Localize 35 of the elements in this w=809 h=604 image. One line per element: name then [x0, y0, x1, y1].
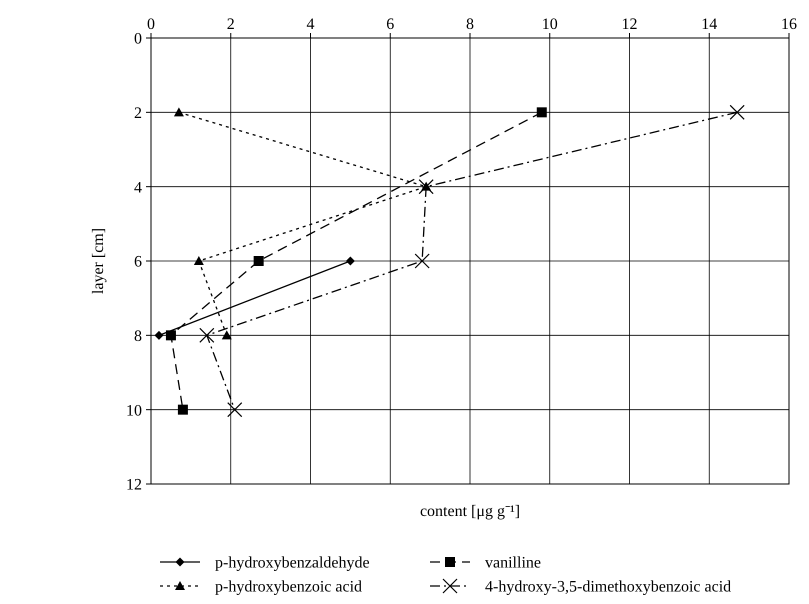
- point: [194, 256, 204, 265]
- point: [254, 256, 264, 266]
- y-tick-label: 0: [134, 30, 142, 48]
- y-tick-label: 6: [134, 254, 142, 271]
- point: [536, 107, 547, 118]
- x-tick-label: 0: [147, 16, 155, 33]
- point: [154, 330, 164, 340]
- point: [222, 330, 232, 340]
- y-tick-label: 4: [134, 179, 142, 196]
- x-tick-label: 14: [701, 16, 718, 33]
- point: [227, 402, 242, 418]
- legend-label: p-hydroxybenzaldehyde: [215, 554, 370, 572]
- x-tick-label: 10: [542, 16, 558, 33]
- x-tick-label: 6: [386, 16, 394, 33]
- legend-label: p-hydroxybenzoic acid: [215, 578, 362, 596]
- y-tick-label: 8: [134, 328, 142, 345]
- point: [346, 256, 355, 266]
- legend-label: vanilline: [485, 554, 541, 572]
- point: [730, 104, 745, 120]
- x-axis-title: content [μg g⁻¹]: [420, 503, 520, 520]
- x-tick-label: 8: [466, 16, 474, 33]
- y-axis-title: layer [cm]: [90, 228, 107, 294]
- point: [199, 328, 214, 343]
- y-tick-label: 10: [126, 402, 142, 420]
- x-tick-label: 16: [781, 16, 797, 33]
- point: [178, 404, 188, 415]
- legend-label: 4-hydroxy-3,5-dimethoxybenzoic acid: [485, 578, 732, 596]
- point: [174, 107, 184, 116]
- y-tick-label: 12: [126, 476, 142, 494]
- x-tick-label: 12: [622, 16, 638, 33]
- x-tick-label: 4: [306, 16, 314, 33]
- x-tick-label: 2: [226, 16, 235, 33]
- point: [166, 330, 176, 340]
- point: [414, 253, 430, 269]
- y-tick-label: 2: [134, 104, 142, 122]
